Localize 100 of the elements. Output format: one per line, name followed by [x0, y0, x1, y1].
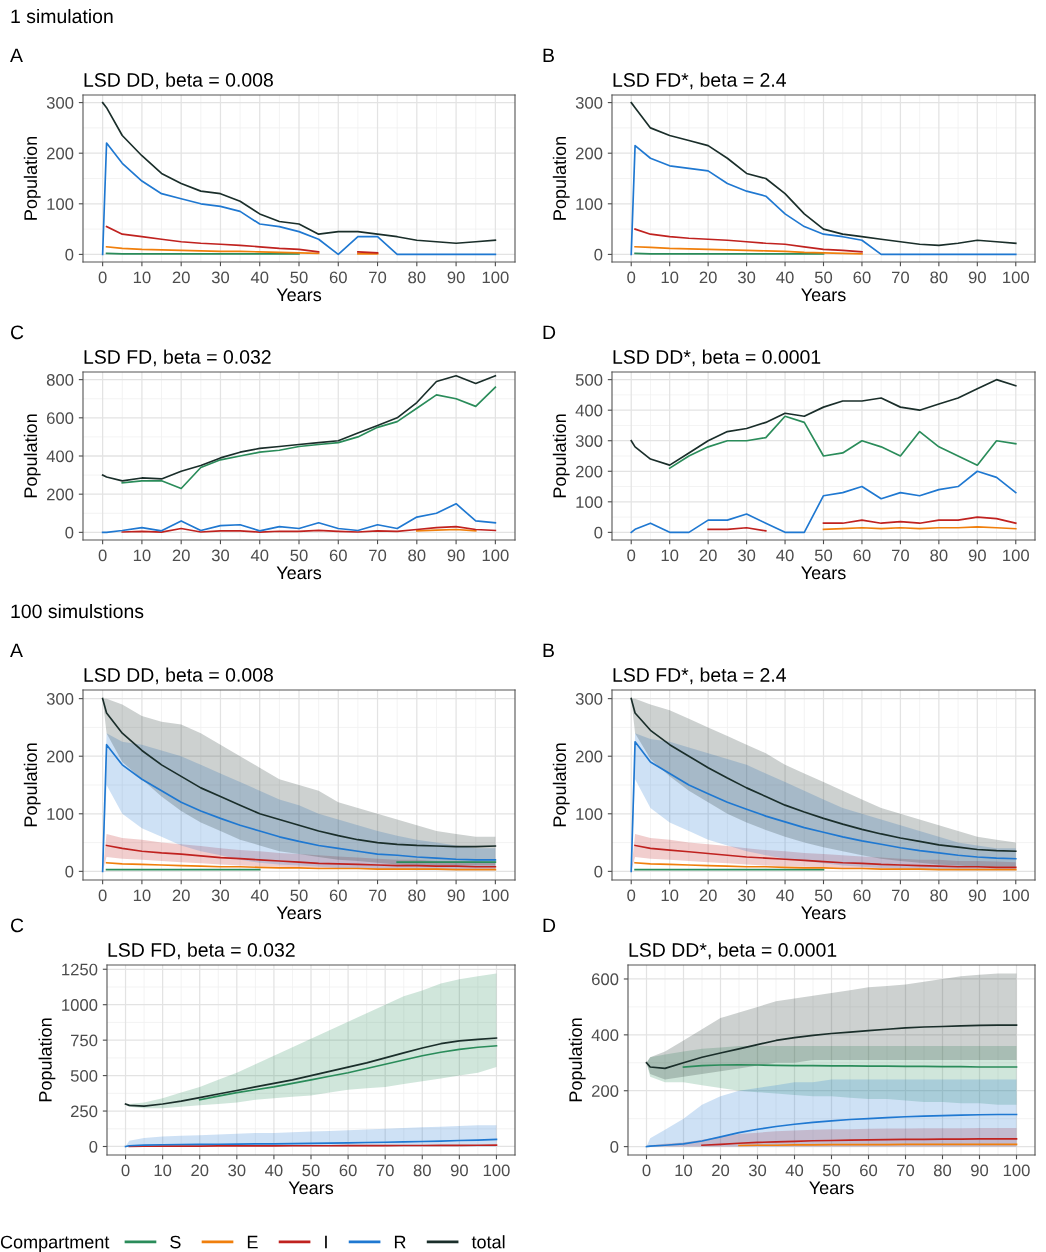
x-tick-label: 30 — [211, 271, 230, 284]
x-tick-label: 60 — [853, 889, 871, 902]
line-series — [645, 1024, 1018, 1070]
text: C — [10, 325, 24, 340]
y-tick-label: 100 — [47, 198, 74, 211]
chart-title: LSD FD*, beta = 2.4 — [613, 667, 786, 685]
legend-label: E — [247, 1235, 258, 1249]
chart-title: LSD FD*, beta = 2.4 — [613, 72, 786, 90]
x-tick-label: 70 — [891, 271, 910, 284]
y-tick-label: 300 — [575, 693, 603, 705]
y-tick-label: 0 — [65, 248, 74, 261]
x-tick-label: 0 — [627, 549, 636, 562]
x-tick-label: 60 — [860, 1164, 878, 1177]
y-tick-label: 300 — [46, 96, 74, 109]
x-tick-label: 20 — [172, 271, 190, 284]
y-tick-label: 250 — [71, 1105, 98, 1118]
x-tick-label: 80 — [930, 889, 948, 902]
legend-label: I — [325, 1235, 327, 1249]
x-tick-label: 0 — [98, 549, 107, 562]
text: B — [543, 643, 554, 658]
y-axis-title: Population — [38, 1018, 56, 1102]
x-tick-label: 90 — [447, 271, 465, 284]
y-tick-label: 0 — [65, 865, 74, 878]
y-tick-label: 1250 — [62, 963, 98, 976]
line-series — [634, 245, 863, 255]
x-tick-label: 30 — [211, 549, 230, 562]
y-tick-label: 400 — [575, 404, 603, 417]
x-tick-label: 70 — [369, 549, 387, 562]
x-tick-label: 60 — [329, 889, 347, 902]
y-tick-label: 200 — [47, 750, 74, 763]
x-tick-label: 0 — [627, 889, 636, 902]
y-axis-title: Population — [23, 743, 41, 827]
x-axis-title: Years — [801, 288, 846, 302]
x-tick-label: 60 — [339, 1164, 357, 1177]
line-series — [630, 378, 1017, 466]
chart-title: LSD FD, beta = 0.032 — [108, 942, 295, 960]
y-tick-label: 300 — [46, 693, 74, 705]
legend-label: total — [471, 1235, 505, 1249]
x-tick-label: 50 — [290, 271, 308, 284]
x-tick-label: 80 — [930, 271, 948, 284]
x-tick-label: 80 — [930, 549, 948, 562]
legend-label: S — [170, 1235, 181, 1249]
x-tick-label: 20 — [172, 889, 190, 902]
text: D — [543, 325, 556, 340]
x-tick-label: 10 — [661, 271, 679, 284]
y-tick-label: 200 — [576, 147, 603, 160]
y-tick-label: 100 — [47, 808, 74, 820]
text: D — [543, 918, 556, 933]
text: 100 simulstions — [11, 603, 144, 619]
x-tick-label: 70 — [376, 1164, 394, 1177]
line-series — [101, 142, 497, 256]
x-tick-label: 40 — [265, 1164, 283, 1177]
x-tick-label: 100 — [482, 549, 509, 562]
x-tick-label: 40 — [776, 271, 794, 284]
x-tick-label: 30 — [737, 889, 756, 902]
y-axis-title: Population — [23, 414, 41, 498]
x-tick-label: 20 — [699, 549, 717, 562]
text: A — [10, 643, 23, 658]
line-series — [630, 144, 1017, 256]
x-tick-label: 30 — [737, 271, 756, 284]
x-tick-label: 90 — [971, 1164, 989, 1177]
x-tick-label: 10 — [133, 889, 151, 902]
y-axis-title: Population — [552, 414, 570, 498]
y-tick-label: 0 — [594, 865, 603, 878]
y-tick-label: 0 — [594, 526, 603, 539]
x-tick-label: 40 — [776, 889, 794, 902]
y-tick-label: 400 — [46, 450, 74, 463]
y-tick-label: 200 — [592, 1085, 619, 1097]
line-series — [105, 844, 497, 868]
text: B — [543, 48, 554, 63]
line-series — [198, 1044, 498, 1101]
y-tick-label: 600 — [592, 973, 619, 986]
y-axis-title: Population — [552, 743, 570, 827]
x-tick-label: 0 — [642, 1164, 651, 1177]
line-series — [630, 101, 1017, 247]
line-series — [634, 844, 1017, 869]
x-tick-label: 90 — [447, 549, 465, 562]
x-tick-label: 30 — [737, 549, 756, 562]
x-tick-label: 80 — [408, 271, 426, 284]
x-tick-label: 50 — [814, 889, 833, 902]
line-series — [645, 1113, 1018, 1148]
y-tick-label: 0 — [89, 1140, 98, 1153]
line-series — [124, 1138, 498, 1148]
text: 1 simulation — [11, 8, 113, 24]
x-axis-title: Years — [801, 566, 846, 580]
x-tick-label: 20 — [172, 549, 190, 562]
line-series — [101, 502, 497, 534]
x-axis-title: Years — [276, 906, 322, 920]
y-tick-label: 400 — [591, 1029, 619, 1042]
x-tick-label: 90 — [968, 549, 986, 562]
x-tick-label: 70 — [891, 549, 910, 562]
x-tick-label: 100 — [1003, 271, 1030, 284]
legend-label: R — [394, 1235, 406, 1249]
x-tick-label: 0 — [121, 1164, 130, 1177]
y-tick-label: 750 — [71, 1034, 98, 1047]
chart-title: LSD FD, beta = 0.032 — [84, 349, 271, 367]
x-tick-label: 40 — [250, 271, 269, 284]
x-tick-label: 30 — [228, 1164, 246, 1177]
x-tick-label: 100 — [482, 271, 509, 284]
line-series — [630, 470, 1017, 534]
